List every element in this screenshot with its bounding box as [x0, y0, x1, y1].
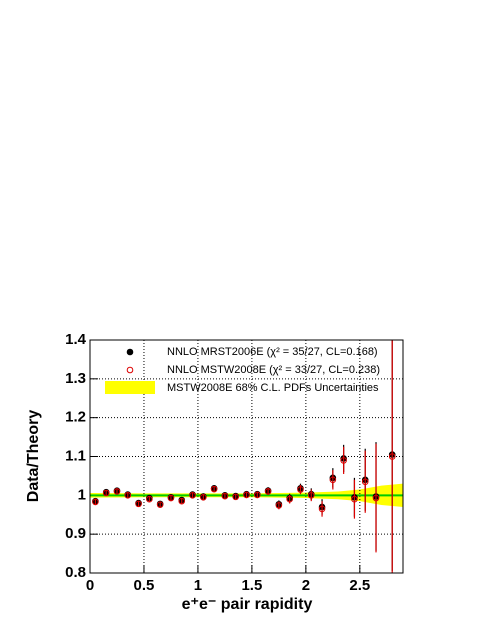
data-point	[351, 495, 358, 503]
data-point	[264, 488, 272, 495]
x-tick-label: 0.5	[134, 577, 155, 594]
x-tick-label: 1	[194, 577, 202, 594]
legend-label: NNLO MRST2006E (χ² = 35/27, CL=0.168)	[167, 346, 378, 358]
x-tick-label: 2.5	[349, 577, 370, 594]
data-point	[275, 502, 283, 509]
y-tick-label: 1.1	[65, 447, 86, 464]
x-tick-label: 0	[86, 577, 94, 594]
data-point	[210, 485, 218, 493]
legend-band	[105, 381, 155, 394]
legend-label: NNLO MSTW2008E (χ² = 33/27, CL=0.238)	[167, 364, 380, 376]
data-point	[243, 491, 250, 499]
data-point	[221, 492, 229, 500]
x-tick-label: 1.5	[241, 577, 262, 594]
plot-frame	[89, 339, 404, 574]
data-point	[361, 478, 369, 486]
data-point	[340, 457, 347, 464]
data-point	[113, 488, 121, 495]
y-tick-label: 1.3	[65, 370, 86, 387]
y-tick-label: 0.8	[65, 564, 86, 581]
y-tick-label: 1.2	[65, 409, 86, 426]
data-point	[318, 505, 326, 513]
y-tick-label: 1.4	[65, 331, 87, 348]
data-point	[124, 492, 132, 499]
data-point	[92, 498, 99, 506]
data-point	[388, 453, 396, 460]
data-point	[286, 495, 293, 503]
data-point	[102, 489, 110, 497]
data-point	[178, 497, 186, 505]
data-point	[135, 500, 142, 508]
data-point	[200, 493, 207, 501]
legend-label: MSTW2008E 68% C.L. PDFs Uncertainties	[167, 382, 379, 394]
data-point	[297, 486, 304, 493]
legend-marker	[126, 366, 134, 374]
data-point	[307, 492, 315, 499]
data-point	[167, 494, 175, 502]
y-tick-label: 0.9	[65, 525, 86, 542]
y-axis-label: Data/Theory	[25, 410, 42, 503]
y-tick-label: 1	[78, 486, 86, 503]
data-point	[372, 494, 380, 502]
legend-marker	[126, 348, 134, 356]
data-point	[146, 495, 153, 503]
data-point	[329, 476, 337, 484]
x-axis-label: e⁺e⁻ pair rapidity	[182, 596, 313, 613]
x-tick-label: 2	[302, 577, 310, 594]
data-point	[253, 491, 261, 499]
data-point	[156, 501, 164, 508]
data-point	[232, 493, 240, 501]
data-point	[189, 492, 196, 499]
